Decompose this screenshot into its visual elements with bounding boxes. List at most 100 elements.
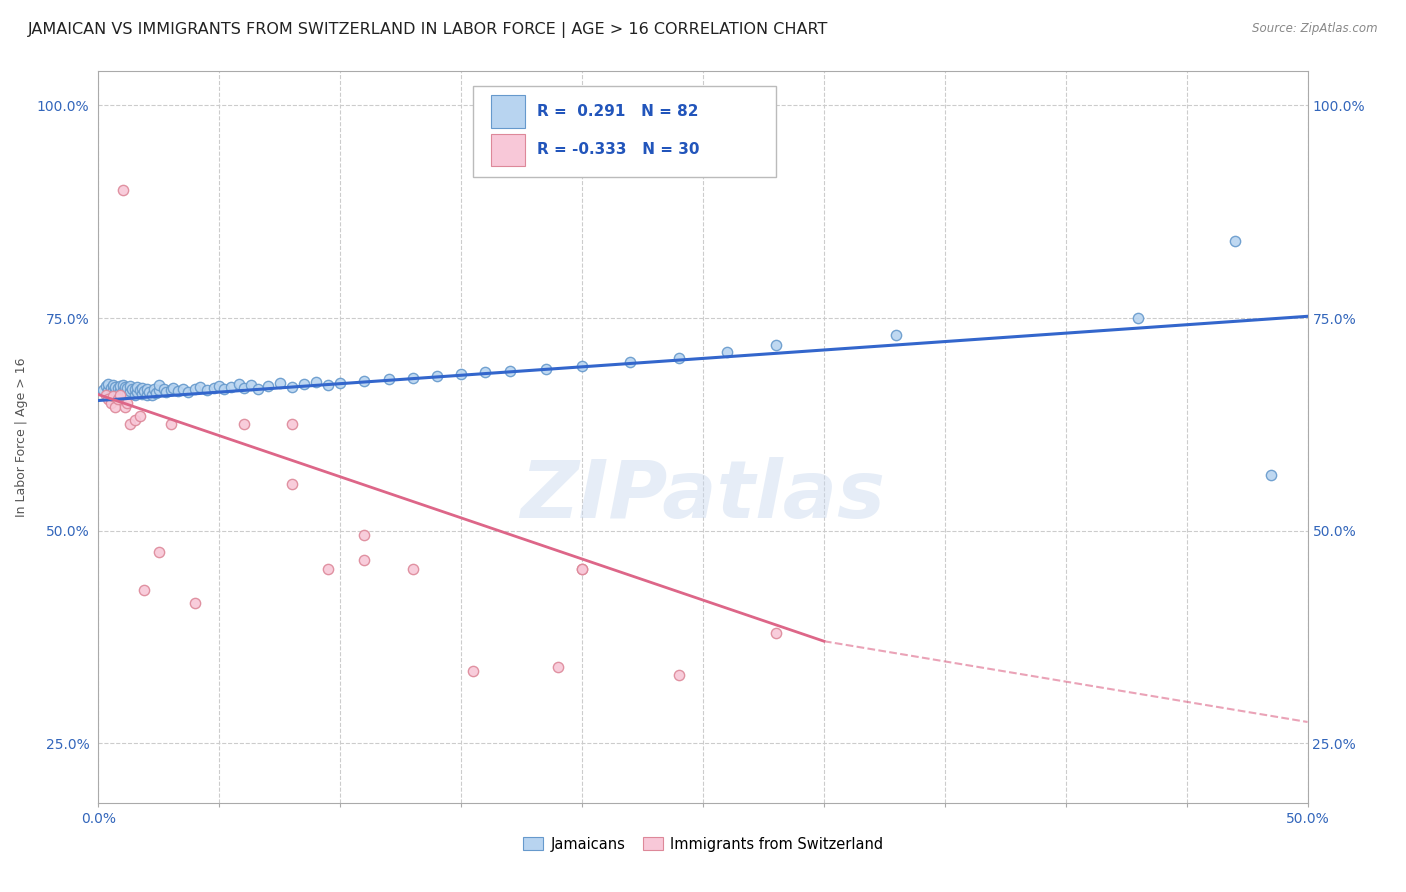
Point <box>1260 468 1282 483</box>
Point <box>104 384 127 399</box>
Point <box>353 528 375 542</box>
Point <box>127 384 149 399</box>
Point <box>117 396 139 410</box>
Point <box>571 562 593 576</box>
Point <box>619 355 641 369</box>
Point <box>269 376 291 391</box>
Point <box>571 359 593 374</box>
Point <box>292 377 315 392</box>
Point <box>148 384 170 398</box>
Point <box>886 328 908 343</box>
Point <box>107 381 129 395</box>
Point <box>668 351 690 365</box>
Point <box>100 387 122 401</box>
Point <box>135 387 157 401</box>
Text: Source: ZipAtlas.com: Source: ZipAtlas.com <box>1253 22 1378 36</box>
Point <box>329 376 352 390</box>
Point <box>108 387 131 401</box>
Point <box>104 401 127 415</box>
Point <box>353 553 375 567</box>
Point <box>172 382 194 396</box>
Point <box>111 387 134 401</box>
Point <box>118 379 141 393</box>
Point <box>212 383 235 397</box>
Point <box>155 384 177 399</box>
Point <box>232 417 254 432</box>
Point <box>281 380 304 394</box>
Point <box>177 384 200 399</box>
Point <box>450 367 472 381</box>
Point <box>91 384 114 398</box>
Point <box>160 417 183 432</box>
Point <box>281 417 304 432</box>
Point <box>162 381 184 395</box>
Point <box>101 378 124 392</box>
Point <box>353 374 375 388</box>
Point <box>426 368 449 383</box>
Point <box>131 381 153 395</box>
Point <box>128 409 150 423</box>
Point <box>128 384 150 398</box>
Point <box>281 476 304 491</box>
Point <box>111 384 134 398</box>
Point <box>117 385 139 400</box>
Point <box>124 413 146 427</box>
FancyBboxPatch shape <box>474 86 776 178</box>
Point <box>134 384 156 399</box>
Point <box>668 668 690 682</box>
Point <box>228 377 250 392</box>
Point <box>134 583 156 598</box>
Point <box>148 545 170 559</box>
Point <box>114 401 136 415</box>
Point <box>111 183 134 197</box>
Point <box>118 417 141 432</box>
Point <box>377 372 399 386</box>
Point <box>107 392 129 406</box>
FancyBboxPatch shape <box>492 95 526 128</box>
Point <box>97 384 120 398</box>
Point <box>143 383 166 397</box>
Point <box>107 385 129 400</box>
Point <box>305 375 328 389</box>
Point <box>97 377 120 392</box>
Point <box>1128 311 1150 326</box>
Point <box>765 625 787 640</box>
Point <box>141 387 163 401</box>
Point <box>247 382 270 396</box>
Point <box>204 381 226 395</box>
Point <box>111 378 134 392</box>
Point <box>547 659 569 673</box>
Point <box>138 384 160 399</box>
Point <box>101 384 124 398</box>
Point <box>184 596 207 610</box>
Point <box>108 379 131 393</box>
Text: JAMAICAN VS IMMIGRANTS FROM SWITZERLAND IN LABOR FORCE | AGE > 16 CORRELATION CH: JAMAICAN VS IMMIGRANTS FROM SWITZERLAND … <box>28 22 828 38</box>
Point <box>208 379 231 393</box>
Point <box>221 380 243 394</box>
Point <box>152 382 174 396</box>
Point <box>100 381 122 395</box>
Point <box>160 384 183 398</box>
Point <box>1223 235 1246 249</box>
Point <box>118 384 141 399</box>
Point <box>232 381 254 395</box>
Point <box>316 562 339 576</box>
Point <box>765 338 787 352</box>
Point <box>316 378 339 392</box>
Text: ZIPatlas: ZIPatlas <box>520 457 886 534</box>
Point <box>114 384 136 399</box>
Legend: Jamaicans, Immigrants from Switzerland: Jamaicans, Immigrants from Switzerland <box>517 831 889 858</box>
Point <box>402 370 425 384</box>
Point <box>716 345 738 359</box>
Point <box>121 383 143 397</box>
Point <box>104 380 127 394</box>
Text: R =  0.291   N = 82: R = 0.291 N = 82 <box>537 104 699 120</box>
Point <box>167 384 190 399</box>
Point <box>188 380 211 394</box>
Point <box>101 389 124 403</box>
Y-axis label: In Labor Force | Age > 16: In Labor Force | Age > 16 <box>15 358 28 516</box>
Text: R = -0.333   N = 30: R = -0.333 N = 30 <box>537 142 700 157</box>
Point <box>498 364 520 378</box>
Point <box>114 380 136 394</box>
Point <box>124 387 146 401</box>
